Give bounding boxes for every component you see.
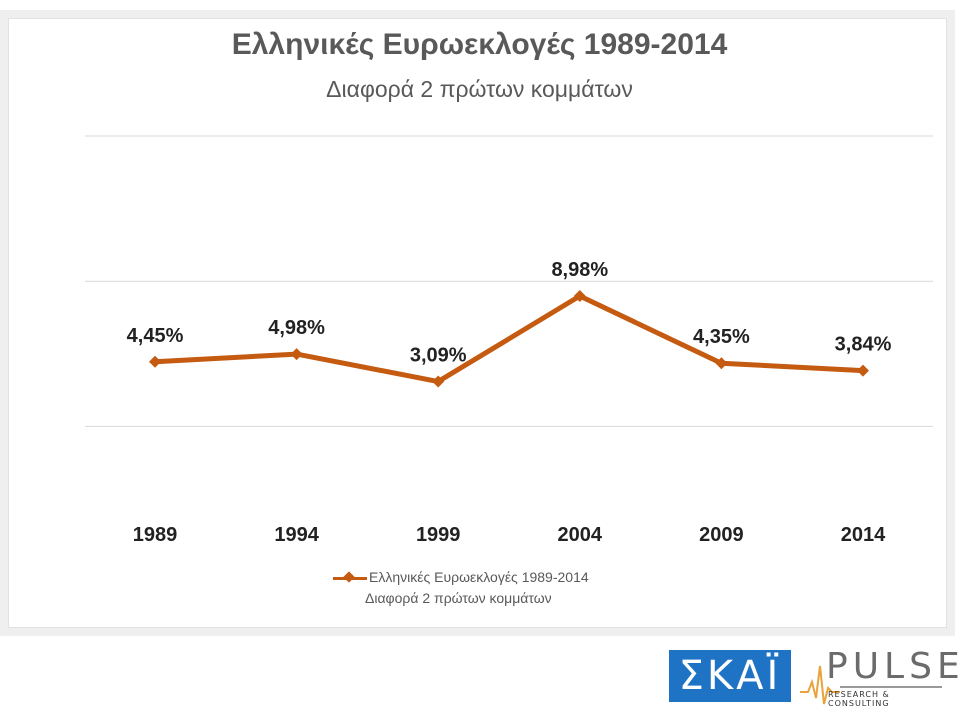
data-point	[857, 364, 869, 377]
data-labels: 4,45% 4,98% 3,09% 8,98% 4,35% 3,84%	[127, 259, 892, 367]
x-axis-ticks: 1989 1994 1999 2004 2009 2014	[133, 524, 886, 546]
legend: Ελληνικές Ευρωεκλογές 1989-2014 Διαφορά …	[333, 567, 589, 609]
pulse-divider	[840, 686, 942, 688]
series-layer	[149, 290, 869, 388]
chart-subtitle: Διαφορά 2 πρώτων κομμάτων	[326, 76, 633, 102]
skai-logo-text: ΣΚΑΪ	[678, 653, 782, 699]
x-tick-label: 2009	[699, 524, 744, 546]
legend-swatch	[333, 570, 367, 583]
x-tick-label: 2004	[558, 524, 603, 546]
data-point	[149, 355, 161, 368]
data-label: 3,84%	[835, 334, 892, 356]
data-point	[290, 348, 303, 361]
pulse-tagline: RESEARCH & CONSULTING	[828, 690, 890, 708]
x-tick-label: 2014	[841, 524, 886, 546]
chart-title: Ελληνικές Ευρωεκλογές 1989-2014	[231, 28, 728, 61]
legend-item: Ελληνικές Ευρωεκλογές 1989-2014	[333, 567, 589, 588]
legend-marker-icon	[343, 570, 355, 583]
data-label: 3,09%	[410, 345, 467, 367]
series-line	[154, 293, 864, 385]
legend-label-line2: Διαφορά 2 πρώτων κομμάτων	[365, 590, 552, 606]
legend-label: Ελληνικές Ευρωεκλογές 1989-2014	[369, 569, 589, 585]
pulse-logo-text: PULSE	[826, 646, 959, 687]
x-tick-label: 1999	[416, 524, 461, 546]
x-tick-label: 1989	[133, 524, 178, 546]
x-tick-label: 1994	[274, 524, 319, 546]
data-point	[432, 375, 445, 388]
data-point	[715, 357, 728, 370]
data-label: 8,98%	[551, 259, 608, 281]
data-label: 4,45%	[127, 325, 184, 347]
chart-frame	[0, 10, 955, 636]
data-label: 4,35%	[693, 326, 750, 348]
chart-panel	[8, 18, 947, 628]
pulse-logo: PULSE RESEARCH & CONSULTING	[800, 646, 959, 708]
data-point	[573, 290, 586, 303]
gridlines	[85, 135, 933, 427]
pulse-heartbeat-icon	[800, 665, 840, 705]
skai-logo: ΣΚΑΪ	[669, 650, 791, 702]
data-label: 4,98%	[268, 317, 325, 339]
